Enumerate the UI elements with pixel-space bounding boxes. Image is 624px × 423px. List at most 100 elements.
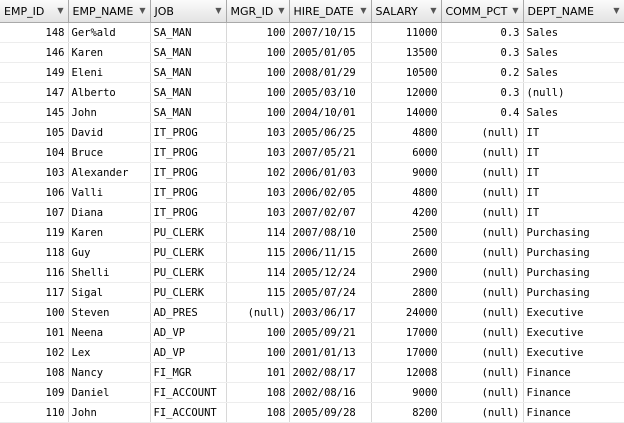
- cell-hire-date[interactable]: 2007/05/21: [289, 142, 372, 163]
- cell-mgr-id[interactable]: 114: [226, 262, 290, 283]
- cell-emp-name[interactable]: Karen: [68, 222, 151, 243]
- cell-emp-name[interactable]: Alberto: [68, 82, 151, 103]
- sort-chevron-icon[interactable]: ▼: [278, 5, 285, 15]
- cell-emp-name[interactable]: Daniel: [68, 382, 151, 403]
- cell-comm-pct[interactable]: (null): [441, 242, 524, 263]
- cell-comm-pct[interactable]: (null): [441, 282, 524, 303]
- cell-salary[interactable]: 4800: [371, 182, 442, 203]
- cell-comm-pct[interactable]: 0.4: [441, 102, 524, 123]
- cell-comm-pct[interactable]: (null): [441, 222, 524, 243]
- cell-emp-name[interactable]: Guy: [68, 242, 151, 263]
- cell-comm-pct[interactable]: 0.2: [441, 62, 524, 83]
- cell-job[interactable]: AD_PRES: [150, 302, 227, 323]
- sort-chevron-icon[interactable]: ▼: [139, 5, 146, 15]
- cell-emp-id[interactable]: 110: [0, 402, 69, 423]
- cell-mgr-id[interactable]: 100: [226, 62, 290, 83]
- table-row[interactable]: 117 Sigal PU_CLERK 115 2005/07/24 2800 (null) P…: [0, 282, 624, 303]
- cell-job[interactable]: SA_MAN: [150, 22, 227, 43]
- cell-emp-name[interactable]: Ger%ald: [68, 22, 151, 43]
- cell-salary[interactable]: 8200: [371, 402, 442, 423]
- cell-dept-name[interactable]: Sales: [523, 42, 624, 63]
- column-header-emp-id[interactable]: EMP_ID ▼: [0, 0, 69, 23]
- cell-emp-id[interactable]: 109: [0, 382, 69, 403]
- cell-salary[interactable]: 9000: [371, 162, 442, 183]
- cell-salary[interactable]: 2600: [371, 242, 442, 263]
- cell-emp-name[interactable]: Karen: [68, 42, 151, 63]
- cell-emp-name[interactable]: David: [68, 122, 151, 143]
- cell-job[interactable]: PU_CLERK: [150, 262, 227, 283]
- cell-comm-pct[interactable]: (null): [441, 162, 524, 183]
- table-row[interactable]: 146 Karen SA_MAN 100 2005/01/05 13500 0.3 Sales: [0, 42, 624, 63]
- cell-job[interactable]: FI_MGR: [150, 362, 227, 383]
- cell-emp-name[interactable]: Steven: [68, 302, 151, 323]
- cell-mgr-id[interactable]: 102: [226, 162, 290, 183]
- cell-job[interactable]: SA_MAN: [150, 62, 227, 83]
- cell-dept-name[interactable]: Finance: [523, 382, 624, 403]
- cell-comm-pct[interactable]: (null): [441, 302, 524, 323]
- cell-mgr-id[interactable]: 108: [226, 382, 290, 403]
- cell-job[interactable]: FI_ACCOUNT: [150, 382, 227, 403]
- cell-hire-date[interactable]: 2006/02/05: [289, 182, 372, 203]
- cell-hire-date[interactable]: 2005/12/24: [289, 262, 372, 283]
- cell-emp-id[interactable]: 119: [0, 222, 69, 243]
- cell-emp-id[interactable]: 148: [0, 22, 69, 43]
- cell-hire-date[interactable]: 2005/06/25: [289, 122, 372, 143]
- column-header-salary[interactable]: SALARY ▼: [371, 0, 442, 23]
- table-row[interactable]: 119 Karen PU_CLERK 114 2007/08/10 2500 (null) P…: [0, 222, 624, 243]
- cell-hire-date[interactable]: 2008/01/29: [289, 62, 372, 83]
- table-row[interactable]: 107 Diana IT_PROG 103 2007/02/07 4200 (null) IT: [0, 202, 624, 223]
- table-row[interactable]: 102 Lex AD_VP 100 2001/01/13 17000 (null) Execu…: [0, 342, 624, 363]
- cell-job[interactable]: IT_PROG: [150, 182, 227, 203]
- cell-job[interactable]: SA_MAN: [150, 102, 227, 123]
- cell-comm-pct[interactable]: (null): [441, 262, 524, 283]
- cell-mgr-id[interactable]: 103: [226, 142, 290, 163]
- cell-mgr-id[interactable]: 100: [226, 342, 290, 363]
- cell-hire-date[interactable]: 2007/10/15: [289, 22, 372, 43]
- cell-emp-name[interactable]: Shelli: [68, 262, 151, 283]
- column-header-hire-date[interactable]: HIRE_DATE ▼: [289, 0, 372, 23]
- cell-emp-name[interactable]: Diana: [68, 202, 151, 223]
- column-header-job[interactable]: JOB ▼: [150, 0, 227, 23]
- cell-salary[interactable]: 12008: [371, 362, 442, 383]
- cell-hire-date[interactable]: 2005/09/28: [289, 402, 372, 423]
- column-header-emp-name[interactable]: EMP_NAME ▼: [68, 0, 151, 23]
- cell-comm-pct[interactable]: (null): [441, 142, 524, 163]
- cell-emp-id[interactable]: 107: [0, 202, 69, 223]
- cell-salary[interactable]: 4200: [371, 202, 442, 223]
- cell-emp-name[interactable]: Eleni: [68, 62, 151, 83]
- table-row[interactable]: 101 Neena AD_VP 100 2005/09/21 17000 (null) Exe…: [0, 322, 624, 343]
- sort-chevron-icon[interactable]: ▼: [57, 5, 64, 15]
- cell-dept-name[interactable]: Purchasing: [523, 222, 624, 243]
- cell-emp-id[interactable]: 145: [0, 102, 69, 123]
- cell-dept-name[interactable]: Executive: [523, 322, 624, 343]
- cell-emp-id[interactable]: 108: [0, 362, 69, 383]
- cell-emp-name[interactable]: Neena: [68, 322, 151, 343]
- table-row[interactable]: 105 David IT_PROG 103 2005/06/25 4800 (null) IT: [0, 122, 624, 143]
- cell-emp-id[interactable]: 116: [0, 262, 69, 283]
- cell-dept-name[interactable]: (null): [523, 82, 624, 103]
- table-row[interactable]: 104 Bruce IT_PROG 103 2007/05/21 6000 (null) IT: [0, 142, 624, 163]
- column-header-mgr-id[interactable]: MGR_ID ▼: [226, 0, 290, 23]
- table-row[interactable]: 108 Nancy FI_MGR 101 2002/08/17 12008 (null) Fi…: [0, 362, 624, 383]
- cell-job[interactable]: IT_PROG: [150, 162, 227, 183]
- cell-salary[interactable]: 24000: [371, 302, 442, 323]
- cell-hire-date[interactable]: 2002/08/16: [289, 382, 372, 403]
- cell-comm-pct[interactable]: 0.3: [441, 22, 524, 43]
- cell-job[interactable]: AD_VP: [150, 342, 227, 363]
- cell-comm-pct[interactable]: 0.3: [441, 82, 524, 103]
- table-row[interactable]: 103 Alexander IT_PROG 102 2006/01/03 9000 (nul…: [0, 162, 624, 183]
- cell-job[interactable]: IT_PROG: [150, 202, 227, 223]
- cell-salary[interactable]: 11000: [371, 22, 442, 43]
- cell-emp-name[interactable]: Alexander: [68, 162, 151, 183]
- table-row[interactable]: 116 Shelli PU_CLERK 114 2005/12/24 2900 (null)…: [0, 262, 624, 283]
- cell-salary[interactable]: 10500: [371, 62, 442, 83]
- cell-mgr-id[interactable]: 100: [226, 82, 290, 103]
- cell-emp-id[interactable]: 103: [0, 162, 69, 183]
- cell-mgr-id[interactable]: 100: [226, 102, 290, 123]
- cell-emp-name[interactable]: Bruce: [68, 142, 151, 163]
- cell-mgr-id[interactable]: (null): [226, 302, 290, 323]
- cell-salary[interactable]: 13500: [371, 42, 442, 63]
- cell-mgr-id[interactable]: 115: [226, 242, 290, 263]
- cell-job[interactable]: PU_CLERK: [150, 222, 227, 243]
- cell-salary[interactable]: 17000: [371, 342, 442, 363]
